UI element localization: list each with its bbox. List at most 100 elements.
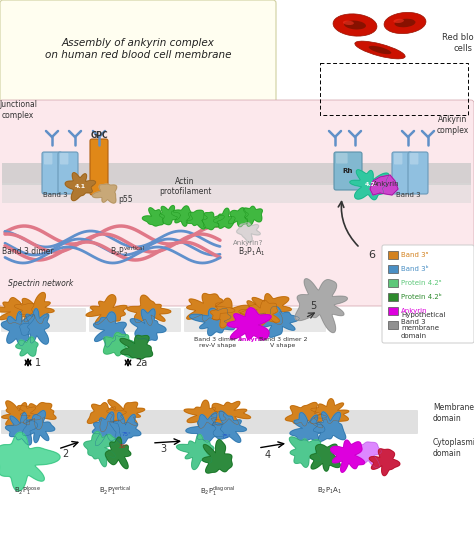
Polygon shape — [213, 411, 246, 442]
Polygon shape — [127, 295, 171, 326]
Text: $\mathrm{B_2P_1A_1}$: $\mathrm{B_2P_1A_1}$ — [238, 246, 266, 259]
Polygon shape — [227, 308, 271, 340]
Text: Band 3 dimer 2
V shape: Band 3 dimer 2 V shape — [259, 337, 307, 348]
Polygon shape — [86, 295, 127, 325]
Text: Band 3: Band 3 — [396, 192, 420, 198]
Ellipse shape — [355, 41, 405, 59]
Text: 2: 2 — [62, 449, 68, 459]
FancyBboxPatch shape — [388, 321, 398, 329]
Polygon shape — [310, 444, 340, 471]
Polygon shape — [22, 410, 55, 442]
Text: 6: 6 — [368, 250, 375, 260]
FancyBboxPatch shape — [58, 152, 78, 194]
Text: Junctional
complex: Junctional complex — [0, 100, 37, 120]
Text: Actin
protofilament: Actin protofilament — [159, 176, 211, 196]
FancyBboxPatch shape — [388, 279, 398, 287]
Text: Protein 4.2ᵃ: Protein 4.2ᵃ — [401, 280, 441, 286]
Polygon shape — [370, 175, 398, 195]
Text: Ankyrin: Ankyrin — [238, 337, 266, 342]
Text: $\mathrm{B_2P_1^{diagonal}}$: $\mathrm{B_2P_1^{diagonal}}$ — [201, 484, 236, 498]
Text: p55: p55 — [118, 195, 133, 204]
Polygon shape — [237, 223, 260, 243]
Polygon shape — [243, 206, 262, 227]
FancyBboxPatch shape — [388, 265, 398, 273]
Polygon shape — [290, 413, 325, 441]
Polygon shape — [228, 208, 248, 227]
FancyBboxPatch shape — [2, 163, 471, 185]
Ellipse shape — [393, 19, 404, 23]
Text: Band 3ᵃ: Band 3ᵃ — [401, 252, 428, 258]
Text: $\mathrm{B_2P_2^{vertical}}$: $\mathrm{B_2P_2^{vertical}}$ — [110, 245, 146, 260]
FancyBboxPatch shape — [44, 153, 53, 165]
Text: 4.1: 4.1 — [74, 183, 86, 189]
Polygon shape — [142, 208, 164, 226]
Text: Cytoplasmic
domain: Cytoplasmic domain — [433, 438, 474, 458]
Ellipse shape — [394, 19, 416, 27]
Text: Spectrin network: Spectrin network — [8, 279, 73, 287]
Polygon shape — [65, 173, 96, 200]
Polygon shape — [110, 413, 141, 444]
Polygon shape — [246, 294, 292, 325]
Polygon shape — [369, 449, 400, 475]
FancyBboxPatch shape — [392, 152, 412, 194]
Polygon shape — [105, 437, 131, 469]
Text: 3: 3 — [160, 444, 166, 454]
Polygon shape — [159, 206, 180, 224]
FancyBboxPatch shape — [184, 308, 326, 332]
Polygon shape — [14, 293, 54, 324]
Polygon shape — [107, 400, 145, 425]
Text: Ankyrin: Ankyrin — [373, 181, 399, 187]
Polygon shape — [0, 298, 34, 324]
Polygon shape — [171, 206, 192, 226]
FancyBboxPatch shape — [334, 152, 362, 190]
Ellipse shape — [384, 12, 426, 34]
Text: 1: 1 — [35, 358, 41, 368]
Polygon shape — [92, 184, 117, 203]
Text: GPC: GPC — [90, 131, 108, 140]
Polygon shape — [92, 412, 120, 446]
Text: Assembly of ankyrin complex
on human red blood cell membrane: Assembly of ankyrin complex on human red… — [45, 38, 231, 60]
Polygon shape — [213, 208, 235, 228]
Polygon shape — [87, 403, 127, 432]
Polygon shape — [258, 306, 299, 337]
Text: $\mathrm{B_2P_1^{vertical}}$: $\mathrm{B_2P_1^{vertical}}$ — [99, 484, 131, 498]
Text: Protein 4.2ᵇ: Protein 4.2ᵇ — [401, 294, 442, 300]
Polygon shape — [130, 309, 166, 341]
FancyBboxPatch shape — [0, 0, 276, 106]
Polygon shape — [186, 413, 224, 442]
Polygon shape — [285, 402, 327, 428]
Polygon shape — [186, 210, 207, 229]
Text: Band 3: Band 3 — [43, 192, 67, 198]
FancyBboxPatch shape — [2, 183, 471, 203]
Polygon shape — [313, 412, 346, 441]
Polygon shape — [176, 434, 214, 470]
Polygon shape — [239, 300, 280, 327]
FancyBboxPatch shape — [388, 251, 398, 259]
Text: Band 3 dimer: Band 3 dimer — [2, 247, 54, 256]
FancyBboxPatch shape — [388, 293, 398, 301]
Ellipse shape — [333, 14, 377, 36]
Polygon shape — [18, 402, 56, 430]
Ellipse shape — [344, 20, 366, 29]
FancyBboxPatch shape — [394, 153, 402, 165]
FancyBboxPatch shape — [410, 153, 419, 165]
Ellipse shape — [343, 21, 354, 25]
FancyBboxPatch shape — [0, 100, 474, 306]
Polygon shape — [16, 337, 38, 356]
Text: Membrane
domain: Membrane domain — [433, 403, 474, 423]
Text: Red blood
cells: Red blood cells — [442, 33, 474, 53]
FancyBboxPatch shape — [1, 308, 86, 332]
Polygon shape — [103, 333, 134, 358]
Polygon shape — [94, 312, 126, 347]
Text: Band 3 dimer 1
rev-V shape: Band 3 dimer 1 rev-V shape — [194, 337, 242, 348]
Text: 75°: 75° — [222, 434, 232, 440]
Polygon shape — [0, 432, 60, 491]
Polygon shape — [355, 442, 382, 468]
Polygon shape — [210, 298, 249, 328]
Polygon shape — [350, 170, 389, 200]
Text: 4: 4 — [265, 450, 271, 460]
Text: 4.2: 4.2 — [365, 182, 375, 188]
Polygon shape — [1, 311, 35, 345]
Polygon shape — [310, 399, 348, 424]
FancyBboxPatch shape — [60, 153, 68, 165]
